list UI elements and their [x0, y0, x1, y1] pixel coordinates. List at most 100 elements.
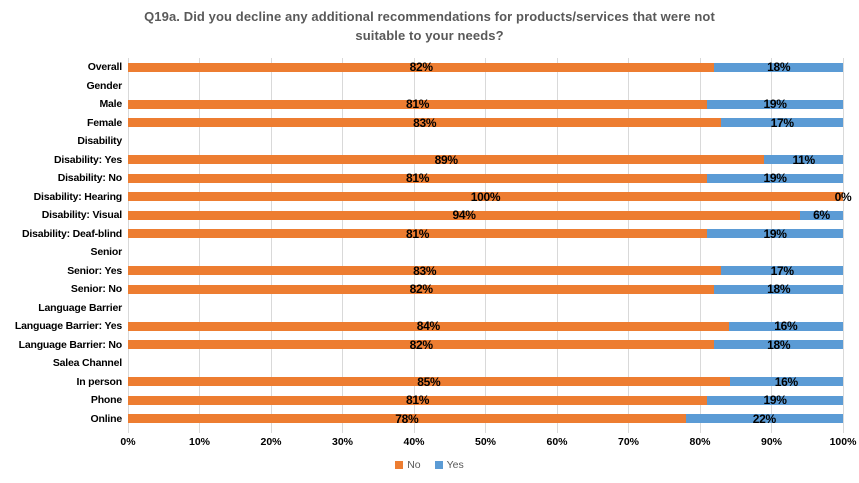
- data-label-no: 94%: [452, 208, 476, 223]
- bar-row: [128, 118, 843, 128]
- bar-segment-no: [128, 155, 765, 165]
- bar-segment-yes: [714, 340, 843, 350]
- data-label-yes: 17%: [770, 263, 794, 278]
- data-label-yes: 18%: [767, 60, 791, 75]
- gridline: [270, 58, 272, 433]
- category-label: Online: [90, 412, 123, 425]
- bar-segment-no: [128, 62, 715, 72]
- bar-segment-no: [128, 210, 801, 220]
- data-label-yes: 16%: [774, 319, 798, 334]
- bar-segment-yes: [714, 284, 843, 294]
- category-label: Overall: [87, 61, 122, 73]
- bar-segment-yes: [707, 99, 843, 109]
- gridline: [199, 58, 200, 433]
- category-axis: Overall Gender Male Female Disability Disabil…: [0, 58, 122, 428]
- x-axis: 0% 10% 20% 30% 40% 50% 60% 70% 80% 90% 100%: [120, 436, 856, 452]
- bar-segment-no: [128, 414, 686, 424]
- bar-row: [128, 414, 843, 424]
- bar-segment-no: [128, 284, 715, 294]
- legend-swatch-icon: [395, 460, 404, 469]
- category-group-label: Language Barrier: [38, 301, 122, 314]
- data-label-yes: 22%: [752, 411, 776, 426]
- bar-segment-no: [128, 340, 715, 350]
- data-label-no: 81%: [406, 393, 430, 408]
- data-label-no: 89%: [434, 152, 458, 167]
- bar-segment-no: [128, 377, 730, 387]
- data-label-yes: 11%: [792, 152, 815, 167]
- data-label-yes: 19%: [763, 97, 787, 112]
- bar-row: [128, 284, 843, 294]
- bar-segment-no: [128, 266, 722, 276]
- bar-row: [128, 395, 843, 405]
- bar-segment-no: [128, 173, 708, 183]
- bar-segment-yes: [707, 229, 843, 239]
- data-label-yes: 19%: [763, 171, 787, 186]
- category-label: Male: [99, 98, 122, 110]
- category-label: Senior: Yes: [67, 264, 122, 277]
- legend: No Yes: [0, 459, 859, 471]
- data-label-no: 82%: [409, 282, 433, 297]
- gridline: [628, 58, 629, 433]
- legend-item-no: No: [395, 459, 421, 471]
- bar-segment-yes: [721, 266, 843, 276]
- chart-title: Q19a. Did you decline any additional rec…: [144, 9, 715, 43]
- gridline: [485, 58, 486, 433]
- bar-segment-yes: [729, 377, 843, 387]
- data-label-no: 81%: [406, 226, 430, 241]
- legend-label: No: [407, 459, 421, 471]
- bar-segment-no: [128, 118, 722, 128]
- bar-segment-no: [128, 395, 708, 405]
- data-label-no: 85%: [417, 374, 441, 389]
- category-label: Female: [87, 116, 122, 129]
- bar-segment-no: [128, 229, 708, 239]
- data-label-no: 83%: [413, 263, 437, 278]
- bar-row: [128, 62, 843, 72]
- x-tick-label: 100%: [829, 436, 857, 448]
- x-tick-label: 20%: [260, 436, 282, 448]
- bar-segment-yes: [685, 414, 843, 424]
- gridline: [127, 58, 129, 433]
- data-label-no: 81%: [406, 97, 430, 112]
- x-tick-label: 70%: [617, 436, 640, 448]
- data-label-no: 78%: [395, 411, 419, 426]
- category-label: Disability: Hearing: [33, 190, 123, 203]
- bar-row: [128, 266, 843, 276]
- bar-row: [128, 377, 843, 387]
- gridline: [699, 58, 701, 433]
- category-group-label: Senior: [90, 246, 123, 258]
- gridline: [842, 58, 844, 433]
- bar-row: [128, 340, 843, 350]
- data-label-no: 82%: [409, 60, 433, 75]
- bar-row: [128, 155, 843, 165]
- x-tick-label: 10%: [188, 436, 211, 448]
- x-tick-label: 40%: [403, 436, 425, 448]
- bar-segment-yes: [728, 321, 843, 331]
- gridline: [342, 58, 343, 433]
- data-label-no: 83%: [413, 115, 437, 130]
- data-label-yes: 18%: [767, 282, 791, 297]
- category-group-label: Disability: [77, 135, 122, 147]
- data-label-yes: 17%: [770, 115, 794, 130]
- data-label-yes: 0%: [834, 189, 852, 204]
- category-label: Disability: Yes: [53, 153, 122, 166]
- category-label: In person: [76, 375, 123, 388]
- legend-item-yes: Yes: [434, 459, 464, 471]
- bar-segment-yes: [721, 118, 843, 128]
- category-label: Language Barrier: No: [18, 338, 123, 351]
- data-label-no: 84%: [416, 319, 440, 334]
- plot-area: 82% 18% 81% 19% 83% 17% 89% 11% 81% 19% 100% 0% 94% 6…: [127, 58, 852, 433]
- x-tick-label: 50%: [474, 436, 497, 448]
- data-label-no: 81%: [406, 171, 430, 186]
- category-label: Language Barrier: Yes: [14, 320, 122, 332]
- bar-row: [128, 99, 843, 109]
- x-tick-label: 0%: [120, 436, 136, 448]
- legend-label: Yes: [446, 459, 464, 471]
- data-label-yes: 19%: [763, 226, 787, 241]
- legend-swatch-icon: [434, 460, 443, 469]
- gridline: [413, 58, 415, 433]
- bar-segment-no: [128, 192, 843, 202]
- bar-segment-yes: [800, 210, 843, 220]
- data-label-yes: 16%: [774, 374, 798, 389]
- x-tick-label: 60%: [546, 436, 568, 448]
- data-label-yes: 19%: [763, 393, 787, 408]
